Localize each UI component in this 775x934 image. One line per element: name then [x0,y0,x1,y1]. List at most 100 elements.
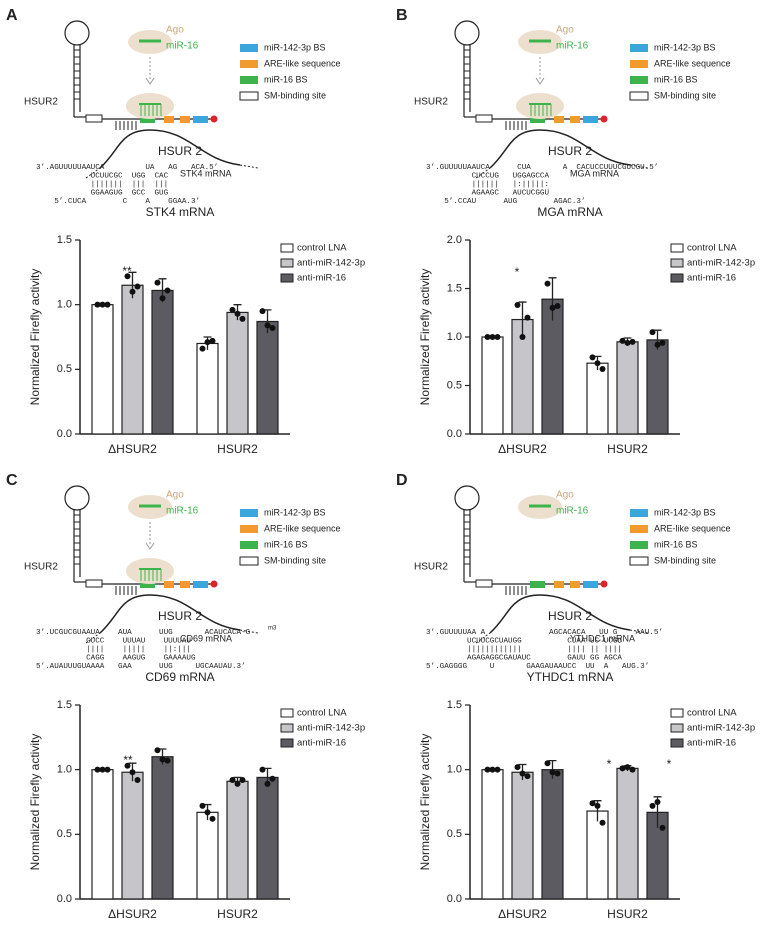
bar [616,767,639,900]
x-tick-label: HSUR2 [607,907,648,921]
y-tick-label: 0.0 [447,428,462,440]
bar [256,776,279,900]
legend-label: SM-binding site [264,555,326,565]
sm-site [475,114,493,123]
sequence-line: 5’.CCAU AUG AGAC.3’ [426,198,586,206]
data-point [649,802,656,809]
legend-swatch [280,258,294,268]
sequence-line: |||||| |:|||||: [426,181,549,189]
cap [210,580,218,588]
chart-title: MGA mRNA [537,205,602,219]
bar [151,756,174,900]
x-tick-label: HSUR2 [217,907,258,921]
ago-label: Ago [166,490,184,501]
legend-swatch [629,91,649,101]
panel-letter: B [396,7,408,24]
ago [126,558,174,584]
significance: * [515,265,520,279]
data-point [619,337,626,344]
seq-heading: HSUR 2 [548,609,592,623]
y-tick-label: 1.0 [447,764,462,776]
sequence-line: 5’.AUAUUUGUAAAA GAA UUG UGCAAUAU.3’ [36,663,246,671]
legend-swatch [670,723,684,733]
data-point [204,809,211,816]
data-point [99,766,106,773]
legend-swatch [240,509,258,517]
data-point [524,314,531,321]
legend-label: anti-miR-16 [297,738,346,749]
data-point [544,280,551,287]
x-tick-label: HSUR2 [217,442,258,456]
panel: B HSUR2 MGA mRNA Ago miR-16 miR-142-3p BS ARE-… [396,7,755,456]
mir142-bs [193,116,208,123]
data-point [264,322,271,329]
hsur-label: HSUR2 [24,562,58,573]
error-bar [518,301,527,337]
bar [91,769,114,900]
y-tick-label: 0.0 [57,893,72,905]
mir16-bs [530,116,545,123]
cap [600,115,608,123]
data-point [134,777,141,784]
data-point [514,301,521,308]
y-tick-label: 0.5 [57,363,72,375]
data-point [484,766,491,773]
sequence-line: GUCC UUUAU UUUUAU [36,638,191,646]
data-point [124,273,131,280]
data-point [154,279,161,286]
data-point [619,765,626,772]
legend-label: miR-16 BS [264,539,308,549]
data-point [649,329,656,336]
hairpin-loop [64,485,90,511]
legend-swatch [629,556,649,566]
bar [121,771,144,900]
bar [511,771,534,900]
y-axis-label: Normalized Firefly activity [28,269,42,406]
legend-label: miR-142-3p BS [264,42,326,52]
mrna-tail [475,629,649,644]
panel: C HSUR2 CD69 mRNA Ago miR-16 miR-142-3p BS ARE… [6,472,365,921]
legend-swatch [630,509,648,517]
are-site [180,116,190,123]
legend-label: control LNA [687,708,737,719]
panel: D HSUR2 YTHDC1 mRNA Ago miR-16 miR-142-3p BS A… [396,472,755,921]
data-point [589,800,596,807]
error-bar [548,277,557,321]
data-point [554,302,561,309]
sm-site [85,114,103,123]
legend-label: SM-binding site [264,90,326,100]
data-point [494,334,501,340]
data-point [259,766,266,773]
sequence-line: GGAAGUG GCC GUG [36,190,169,198]
sequence-line: AGAAGC AUCUCGGU [426,190,549,198]
data-point [264,780,271,787]
cap [600,580,608,588]
legend-label: ARE-like sequence [654,58,731,68]
bar [196,342,219,435]
legend-label: anti-miR-142-3p [297,723,365,734]
legend-label: SM-binding site [654,555,716,565]
legend-label: anti-miR-142-3p [297,258,365,269]
are-site [570,581,580,588]
bar [616,341,639,435]
legend-swatch [239,556,259,566]
sequence-line: AGAGAGGCGAUAUC GAUU GG AGCA [426,655,622,663]
data-point [104,301,111,308]
data-point [654,341,661,348]
ago [516,93,564,119]
sm-site [85,579,103,588]
legend-swatch [670,243,684,253]
legend-swatch [630,525,648,533]
bar [481,769,504,900]
legend-swatch [240,541,258,549]
mrna-label: STK4 mRNA [180,168,232,178]
y-tick-label: 0.0 [447,893,462,905]
legend-label: anti-miR-16 [687,273,736,284]
are-site [554,116,564,123]
legend-swatch [670,738,684,748]
data-point [209,815,216,822]
data-point [104,766,111,773]
legend-swatch [280,273,294,283]
hsur-label: HSUR2 [24,97,58,108]
data-point [99,301,106,308]
